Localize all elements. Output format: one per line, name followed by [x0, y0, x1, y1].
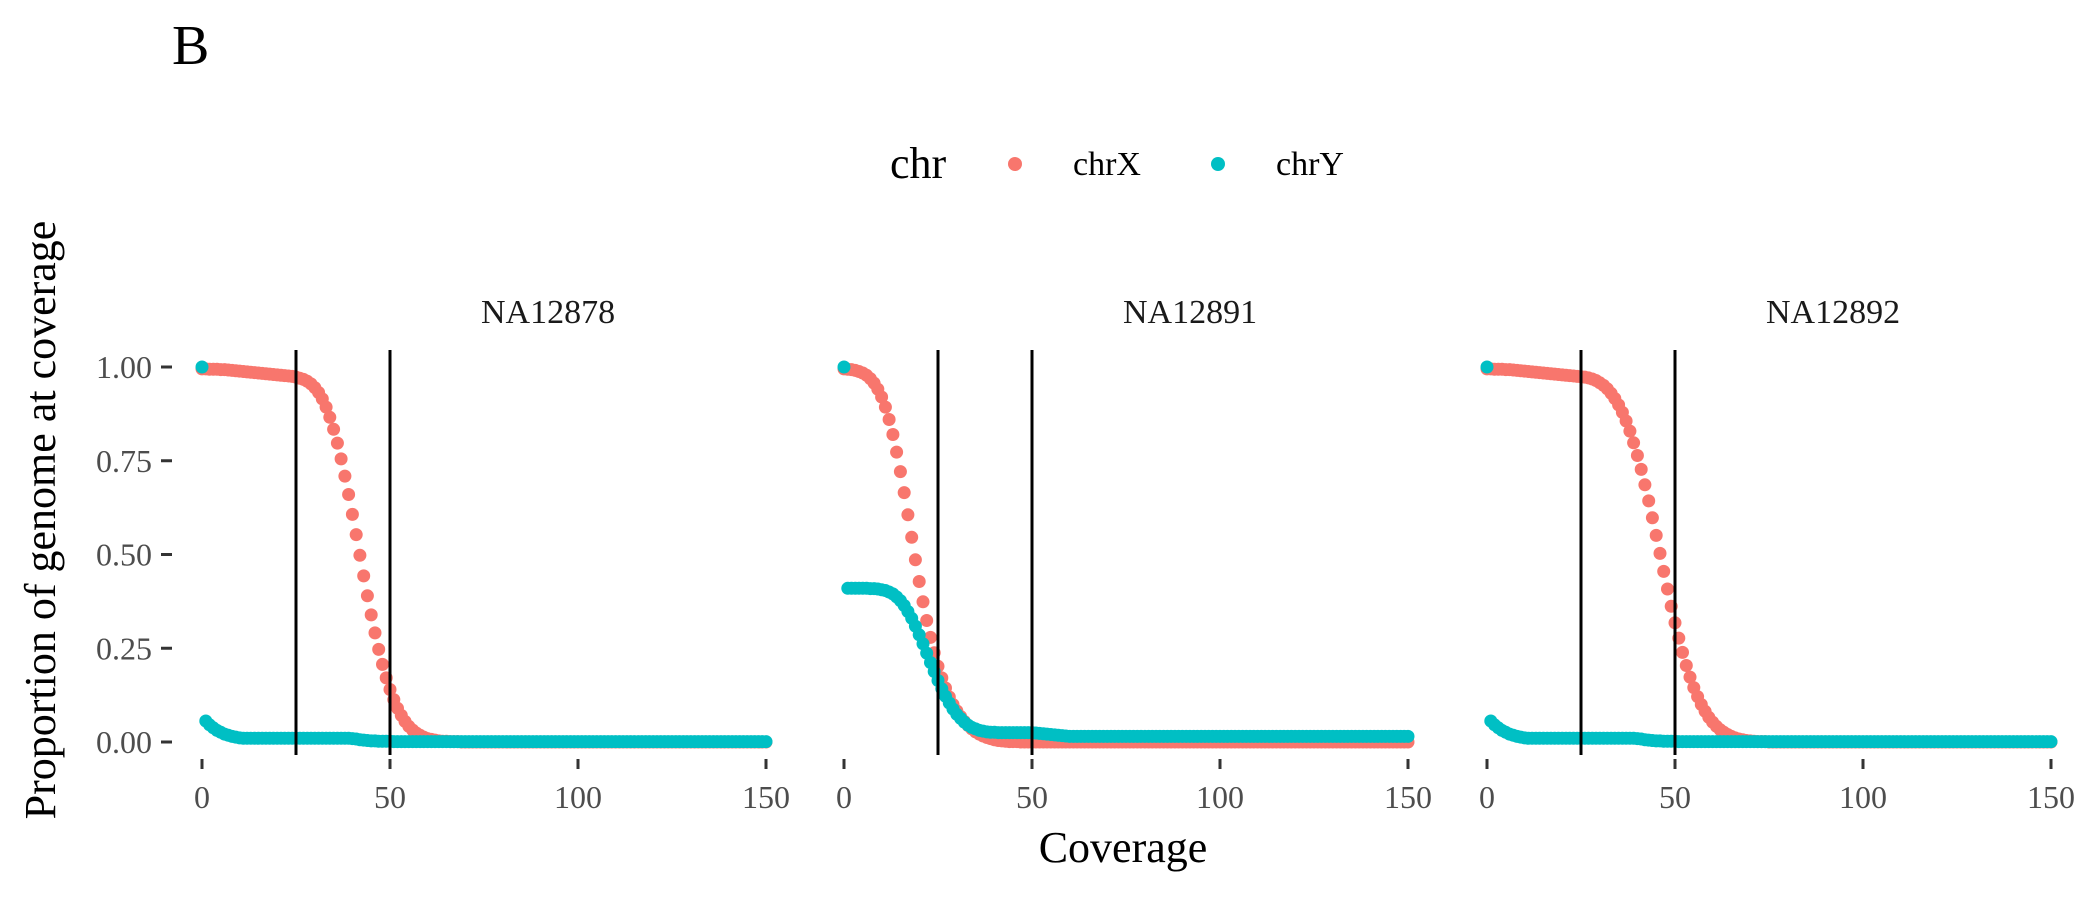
legend: chr chrX chrY [890, 139, 1344, 188]
data-point [908, 553, 922, 567]
x-tick-label: 50 [1659, 779, 1691, 815]
data-point [319, 400, 333, 414]
legend-key-chry [1211, 157, 1225, 171]
data-point [1638, 478, 1652, 492]
data-point [1623, 424, 1637, 438]
data-point [886, 428, 900, 441]
data-point [349, 528, 363, 542]
data-point [1649, 528, 1663, 542]
legend-label-chrx: chrX [1073, 146, 1141, 183]
data-point [368, 626, 382, 640]
series-chrx [195, 362, 773, 749]
x-tick-label: 150 [742, 779, 790, 815]
data-point [1683, 670, 1697, 684]
data-point [905, 530, 919, 544]
x-tick-label: 150 [1384, 779, 1432, 815]
panel-label: B [172, 15, 209, 77]
x-tick-label: 0 [194, 779, 210, 815]
data-point [334, 452, 348, 466]
facet-panel-2: NA12892 0 50 100 150 [1479, 294, 2075, 815]
data-point [345, 507, 359, 521]
data-point [882, 413, 896, 426]
data-point [364, 608, 378, 622]
data-point [875, 390, 889, 404]
data-point [342, 488, 356, 501]
series-chrx [1480, 362, 2058, 749]
data-point [897, 486, 911, 500]
data-point [323, 410, 337, 424]
series-chry [195, 360, 773, 749]
series-chry [1480, 360, 2058, 749]
data-point [893, 465, 907, 479]
y-tick-label: 0.25 [96, 630, 152, 666]
data-point [901, 508, 915, 522]
y-tick-label: 0.75 [96, 443, 152, 479]
data-point [1679, 659, 1693, 672]
data-point [353, 548, 367, 562]
data-point [920, 614, 934, 627]
legend-title: chr [890, 139, 947, 188]
facet-strip-label: NA12892 [1766, 294, 1900, 331]
data-point [1634, 462, 1648, 476]
data-point [372, 642, 386, 656]
data-point [1661, 582, 1674, 596]
x-tick-label: 100 [554, 779, 602, 815]
data-point [759, 735, 773, 749]
facet-strip-label: NA12891 [1123, 294, 1257, 331]
facet-panel-1: NA12891 0 50 100 150 [836, 294, 1432, 815]
data-point [1619, 414, 1633, 428]
y-tick-label: 1.00 [96, 349, 152, 385]
y-axis-title: Proportion of genome at coverage [16, 221, 65, 820]
data-point [376, 657, 389, 671]
data-point [1645, 511, 1659, 525]
x-tick-label: 0 [1479, 779, 1495, 815]
data-point [1480, 360, 1494, 374]
data-point [2044, 735, 2058, 749]
data-point [195, 360, 209, 374]
data-point [912, 575, 926, 588]
data-point [1627, 436, 1641, 450]
x-axis-title: Coverage [1039, 823, 1208, 872]
legend-key-chrx [1008, 157, 1022, 171]
x-tick-label: 150 [2027, 779, 2075, 815]
data-point [890, 445, 904, 459]
data-point [357, 569, 371, 583]
data-point [330, 436, 344, 450]
data-point [360, 589, 374, 603]
series-chrx [837, 362, 1415, 749]
y-tick-label: 0.00 [96, 724, 152, 760]
data-point [327, 422, 341, 436]
data-point [1630, 449, 1644, 462]
x-tick-label: 50 [1016, 779, 1048, 815]
x-tick-label: 50 [374, 779, 406, 815]
x-tick-label: 100 [1839, 779, 1887, 815]
data-point [878, 400, 892, 414]
y-tick-label: 0.50 [96, 537, 152, 573]
facet-panel-0: NA12878 0 50 100 150 0.00 0.25 0.50 0.75 1.00 [96, 294, 790, 815]
legend-label-chry: chrY [1276, 146, 1344, 183]
data-point [1676, 645, 1689, 659]
series-chry [837, 360, 1415, 743]
data-point [1657, 564, 1671, 578]
data-point [1401, 729, 1415, 743]
x-tick-label: 100 [1196, 779, 1244, 815]
data-point [1653, 546, 1667, 560]
facet-strip-label: NA12878 [481, 294, 615, 331]
data-point [837, 360, 851, 374]
data-point [916, 595, 930, 609]
data-point [338, 469, 352, 483]
x-tick-label: 0 [836, 779, 852, 815]
data-point [1642, 494, 1656, 508]
